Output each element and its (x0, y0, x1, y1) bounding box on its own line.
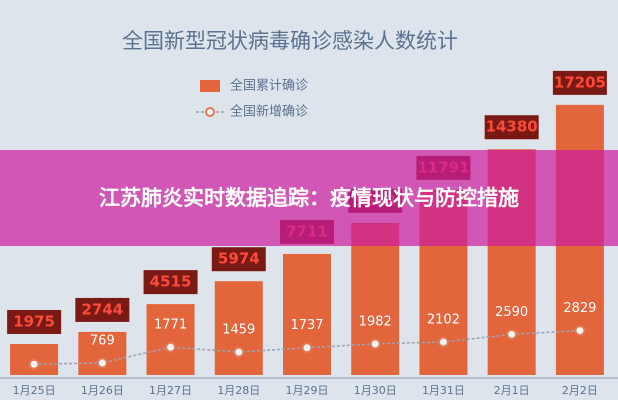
legend-marker (205, 107, 215, 117)
line-marker (506, 328, 518, 340)
value-label: 1771 (154, 318, 187, 333)
value-label: 2102 (427, 312, 460, 327)
value-label: 1975 (13, 312, 55, 330)
line-marker (437, 336, 449, 348)
value-label-box (484, 115, 539, 140)
value-label: 1459 (222, 323, 255, 338)
x-tick-label: 1月28日 (217, 384, 260, 397)
value-label: 4515 (150, 273, 192, 291)
bar (146, 304, 195, 375)
legend-swatch (200, 80, 220, 92)
value-label: 1737 (290, 318, 323, 333)
x-tick-label: 1月26日 (81, 384, 124, 397)
x-tick-label: 1月29日 (286, 384, 329, 397)
headline: 江苏肺炎实时数据追踪：疫情现状与防控措施 (99, 186, 519, 210)
value-label-box (211, 247, 266, 272)
bar (351, 222, 400, 375)
value-label: 2590 (495, 305, 528, 320)
x-tick-label: 1月30日 (354, 384, 397, 397)
x-tick-label: 1月25日 (13, 384, 56, 397)
value-label: 2829 (563, 301, 596, 316)
value-label: 1982 (359, 314, 392, 329)
legend-label: 全国新增确诊 (230, 104, 308, 120)
x-tick-label: 1月27日 (149, 384, 192, 397)
value-label: 5974 (218, 250, 260, 268)
value-label: 769 (90, 333, 115, 348)
line-marker (96, 357, 108, 369)
value-label-box (7, 309, 62, 334)
bar (214, 281, 263, 375)
line-marker (165, 341, 177, 353)
x-tick-label: 2月1日 (494, 384, 530, 397)
legend-label: 全国累计确诊 (230, 78, 308, 94)
x-tick-label: 2月2日 (562, 384, 598, 397)
bar (283, 253, 331, 375)
line-marker (301, 342, 313, 354)
value-label-box (552, 70, 607, 95)
headline-banner: 江苏肺炎实时数据追踪：疫情现状与防控措施 (0, 150, 618, 246)
line-marker (233, 346, 245, 358)
x-tick-label: 1月31日 (422, 384, 465, 397)
line-marker (574, 325, 586, 337)
line-marker (369, 338, 381, 350)
value-label: 14380 (486, 118, 538, 136)
value-label: 2744 (81, 300, 123, 318)
line-marker (28, 358, 40, 370)
value-label-box (143, 270, 198, 295)
chart-title: 全国新型冠状病毒确诊感染人数统计 (122, 29, 458, 53)
value-label-box (75, 297, 130, 322)
value-label: 17205 (554, 73, 606, 91)
